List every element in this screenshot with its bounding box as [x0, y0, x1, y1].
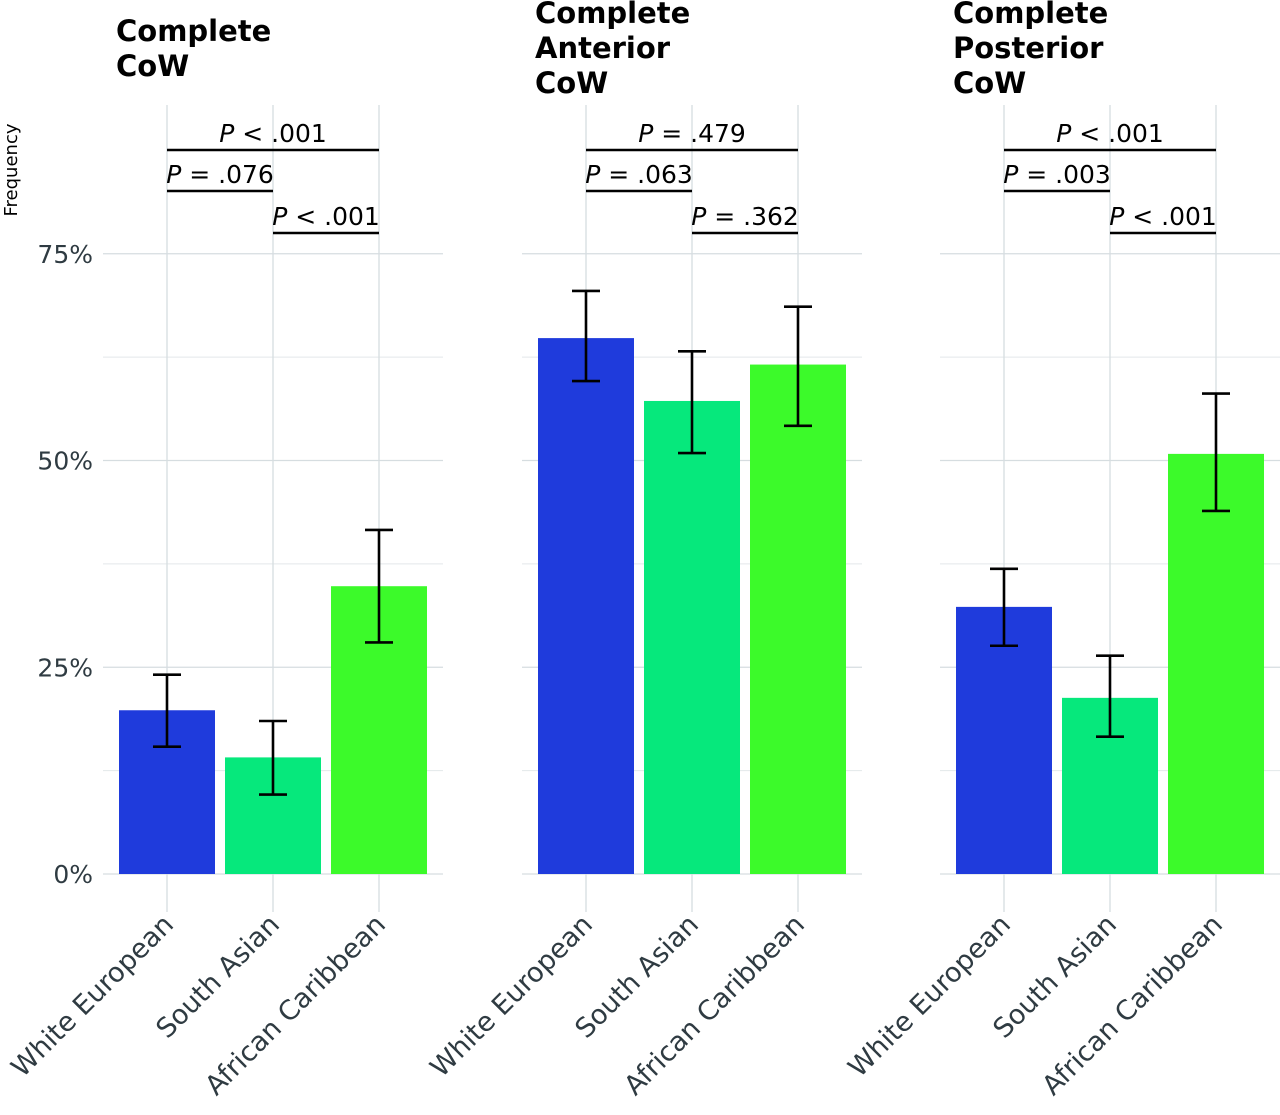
p-value: < .001 — [234, 119, 327, 148]
p-value-label: P < .001 — [1109, 202, 1217, 231]
p-symbol: P — [638, 119, 654, 148]
panel-title: Complete Anterior CoW — [535, 0, 690, 100]
p-value-label: P = .003 — [1003, 160, 1111, 189]
bar-african-caribbean — [750, 364, 846, 874]
bar-african-caribbean — [1168, 453, 1264, 874]
bar-south-asian — [644, 400, 740, 874]
p-value: = .076 — [181, 160, 274, 189]
p-value-label: P = .362 — [691, 202, 799, 231]
p-symbol: P — [166, 160, 182, 189]
p-symbol: P — [585, 160, 601, 189]
p-value: = .362 — [706, 202, 799, 231]
x-tick-label: African Caribbean — [199, 909, 392, 1102]
x-tick-label: White European — [843, 909, 1017, 1083]
panel-title-line: Posterior — [953, 31, 1104, 65]
panel-title-line: CoW — [953, 66, 1026, 100]
p-value-label: P < .001 — [1056, 119, 1164, 148]
x-tick-label: White European — [6, 909, 180, 1083]
p-symbol: P — [1003, 160, 1019, 189]
y-axis-title: Frequency — [1, 123, 22, 216]
panel-title: Complete Posterior CoW — [953, 0, 1108, 100]
panel-title: Complete CoW — [116, 14, 271, 83]
p-value-label: P < .001 — [272, 202, 380, 231]
y-tick-label: 50% — [37, 447, 93, 476]
p-value: = .063 — [600, 160, 693, 189]
x-tick-label: White European — [425, 909, 599, 1083]
y-tick-label: 75% — [37, 240, 93, 269]
x-tick-label: African Caribbean — [1036, 909, 1229, 1102]
p-value: < .001 — [1124, 202, 1217, 231]
panel-title-line: CoW — [535, 66, 608, 100]
p-value-label: P < .001 — [219, 119, 327, 148]
panel-title-line: Complete — [116, 14, 271, 48]
panel-title-line: Complete — [535, 0, 690, 30]
bar-white-european — [956, 606, 1052, 874]
panel-title-line: Complete — [953, 0, 1108, 30]
panel-title-line: Anterior — [535, 31, 671, 65]
y-tick-label: 25% — [37, 653, 93, 682]
p-symbol: P — [219, 119, 235, 148]
p-symbol: P — [1056, 119, 1072, 148]
p-symbol: P — [691, 202, 707, 231]
p-symbol: P — [1109, 202, 1125, 231]
p-value-label: P = .479 — [638, 119, 746, 148]
p-value: = .479 — [653, 119, 746, 148]
p-value-label: P = .063 — [585, 160, 693, 189]
p-symbol: P — [272, 202, 288, 231]
panel-title-line: CoW — [116, 49, 189, 83]
p-value: = .003 — [1018, 160, 1111, 189]
p-value: < .001 — [287, 202, 380, 231]
p-value-label: P = .076 — [166, 160, 274, 189]
y-tick-label: 0% — [53, 860, 93, 889]
bar-white-european — [538, 338, 634, 874]
x-tick-label: African Caribbean — [618, 909, 811, 1102]
p-value: < .001 — [1071, 119, 1164, 148]
